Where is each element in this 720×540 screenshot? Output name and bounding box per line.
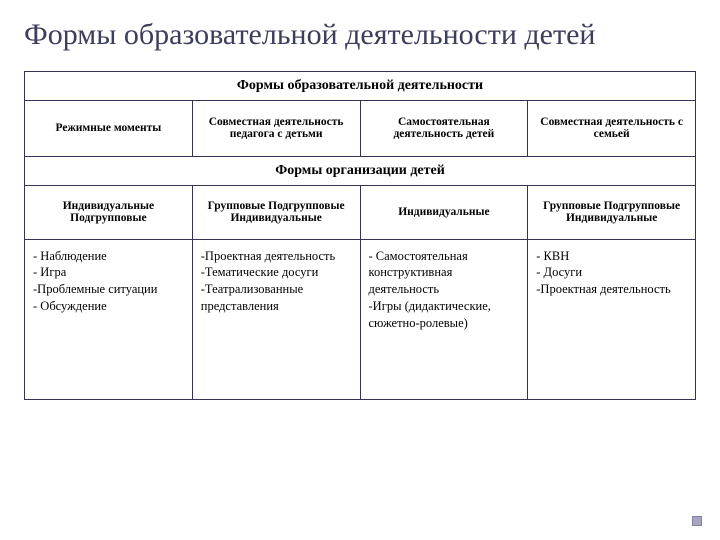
main-table: Формы образовательной деятельности Режим… <box>24 71 696 400</box>
sub-header-3: Индивидуальные <box>360 185 528 239</box>
sub-header-1: Индивидуальные Подгрупповые <box>25 185 193 239</box>
col-header-3: Самостоятельная деятельность детей <box>360 100 528 156</box>
content-cell-2: -Проектная деятельность-Тематические дос… <box>192 239 360 399</box>
section-header-1: Формы образовательной деятельности <box>25 71 696 100</box>
page-title: Формы образовательной деятельности детей <box>24 18 696 53</box>
col-header-4: Совместная деятельность с семьей <box>528 100 696 156</box>
content-cell-1: - Наблюдение- Игра-Проблемные ситуации- … <box>25 239 193 399</box>
section-header-2: Формы организации детей <box>25 156 696 185</box>
col-header-2: Совместная деятельность педагога с детьм… <box>192 100 360 156</box>
content-cell-3: - Самостоятельная конструктивная деятель… <box>360 239 528 399</box>
sub-header-4: Групповые Подгрупповые Индивидуальные <box>528 185 696 239</box>
content-cell-4: - КВН- Досуги-Проектная деятельность <box>528 239 696 399</box>
sub-header-2: Групповые Подгрупповые Индивидуальные <box>192 185 360 239</box>
col-header-1: Режимные моменты <box>25 100 193 156</box>
slide-marker-icon <box>692 516 702 526</box>
